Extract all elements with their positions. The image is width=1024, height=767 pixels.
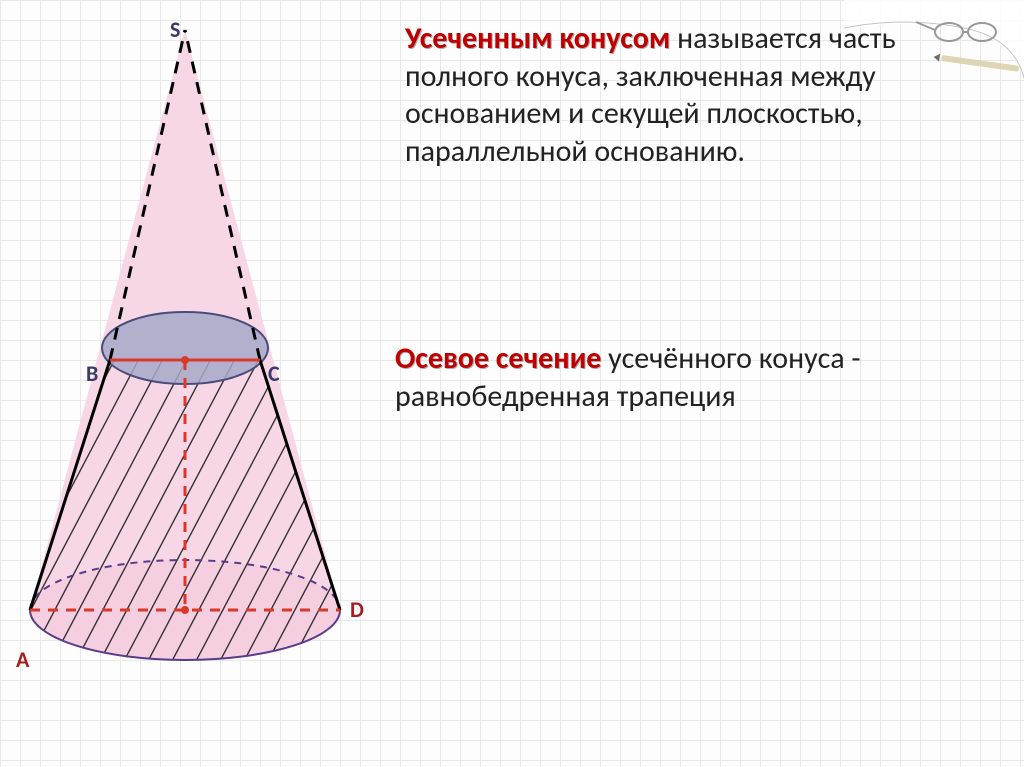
point-label-D: D — [350, 596, 364, 623]
point-label-A: A — [16, 646, 29, 673]
point-label-S: S — [170, 16, 180, 43]
definition-lead: Усеченным конусом — [405, 20, 670, 57]
slide-page: Усеченным конусом называется часть полно… — [0, 0, 1024, 767]
truncated-cone-diagram — [10, 10, 380, 710]
corner-decoration-icon — [844, 0, 1024, 110]
point-label-B: B — [86, 360, 98, 387]
axial-section-text: Осевое сечение усечённого конуса - равно… — [395, 340, 985, 415]
axial-lead: Осевое сечение — [395, 340, 601, 377]
point-label-C: C — [268, 360, 280, 387]
